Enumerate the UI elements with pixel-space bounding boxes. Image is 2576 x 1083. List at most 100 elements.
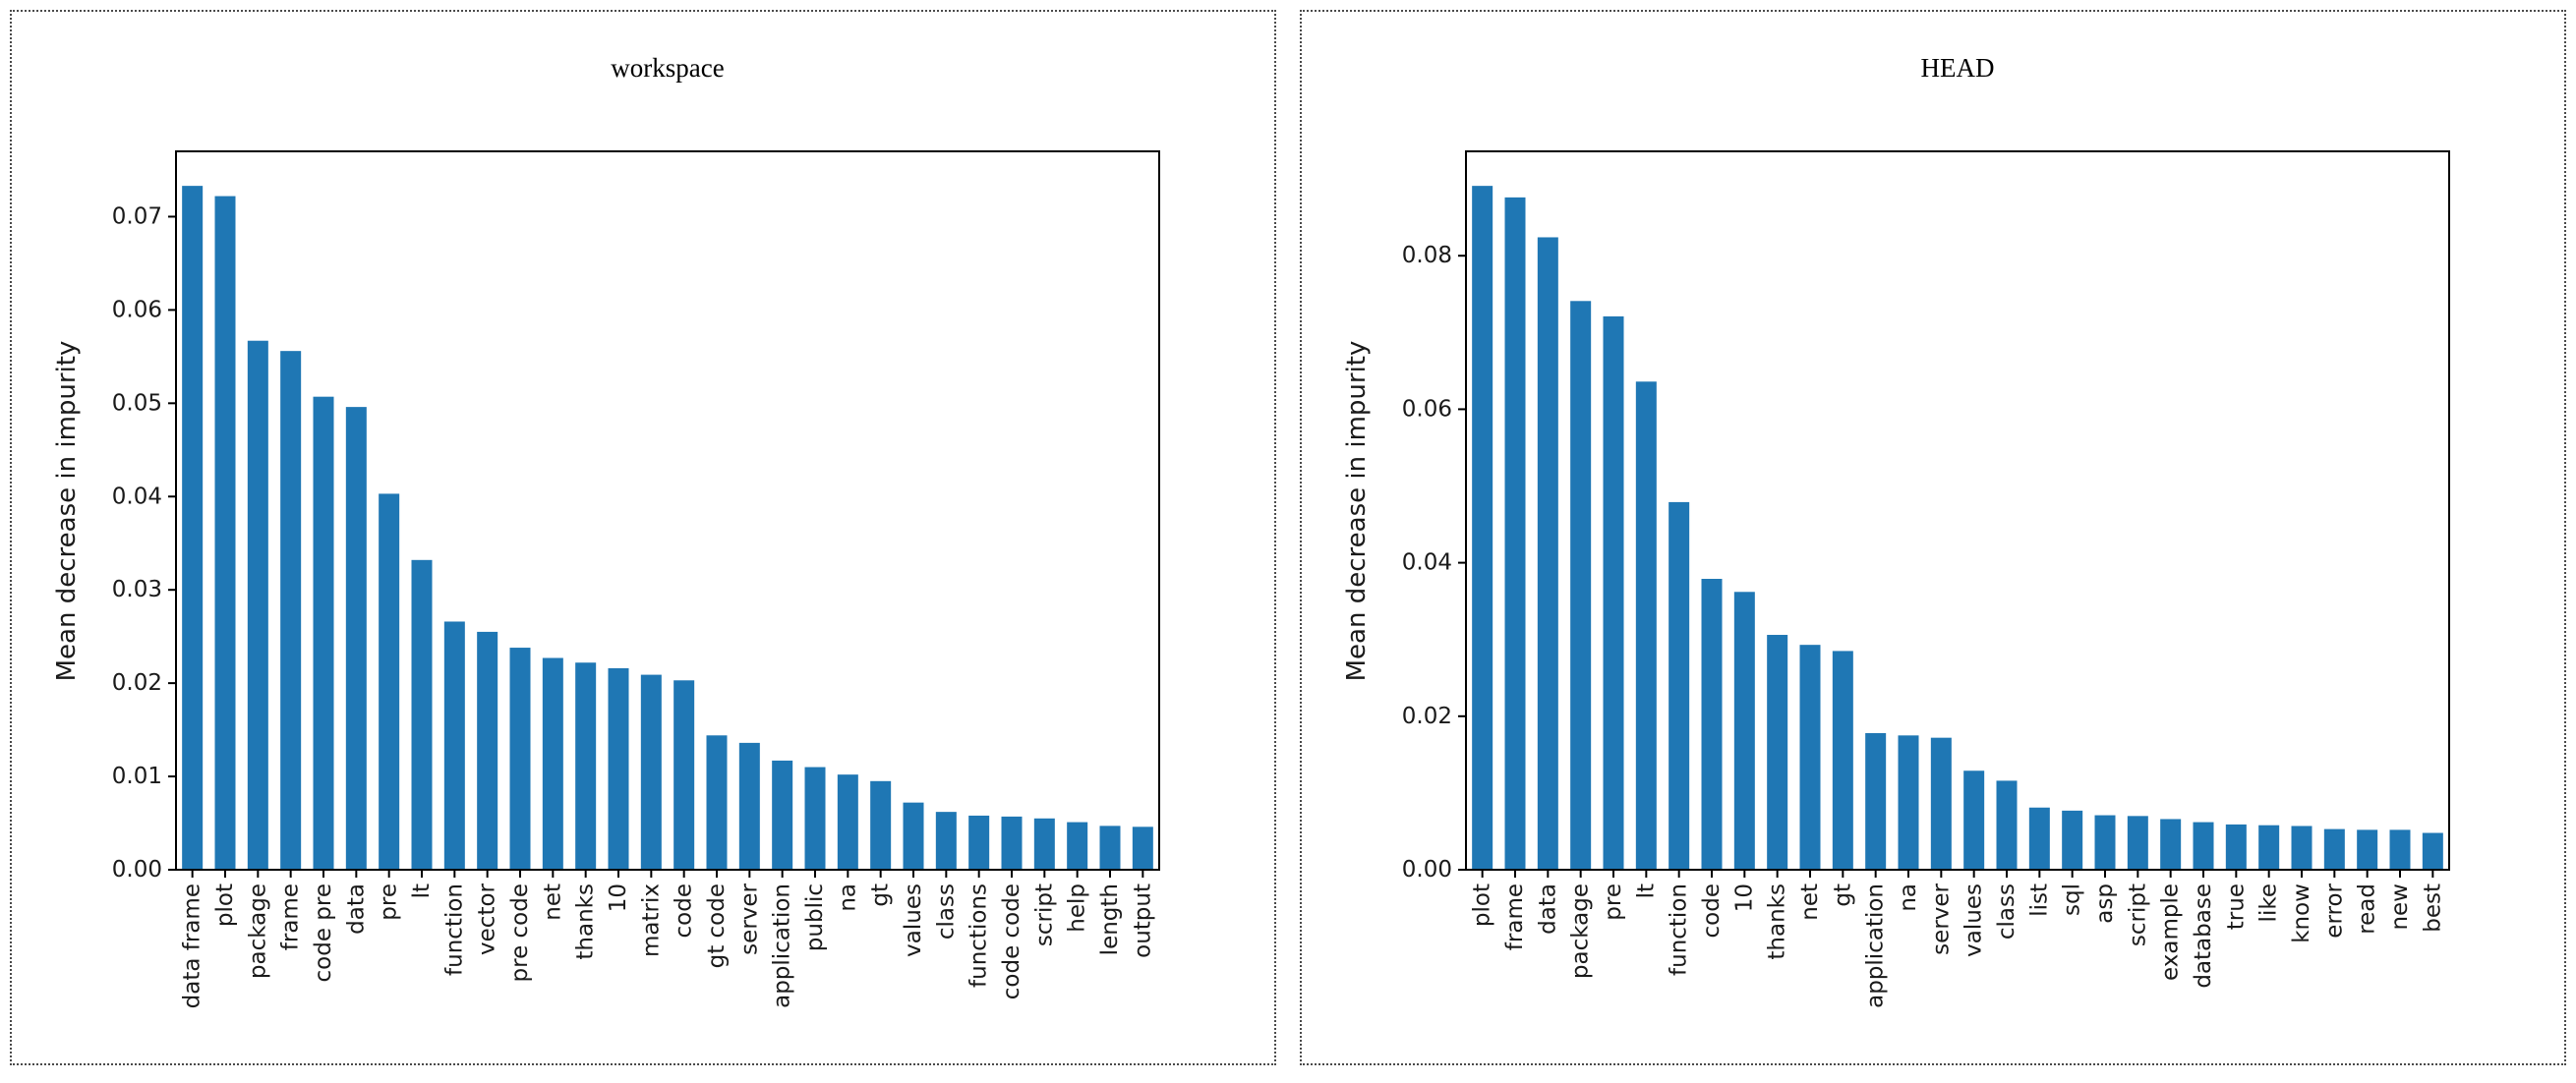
x-tick-label: thanks [1765,884,1790,960]
x-tick-label: server [736,883,762,954]
x-tick-label: code [1699,884,1725,938]
y-tick-label: 0.00 [112,857,162,883]
x-tick-label: 10 [1731,884,1757,912]
bar [1132,826,1153,870]
x-tick-label: best [2420,884,2445,933]
bar [313,396,334,870]
bar [870,780,892,870]
y-tick-label: 0.04 [112,484,162,509]
x-tick-label: error [2321,883,2347,938]
bar [2389,829,2411,870]
x-tick-label: class [1994,884,2020,940]
bar [1033,818,1055,870]
bar [280,351,302,871]
x-tick-label: net [1797,884,1823,921]
y-tick-label: 0.08 [1402,243,1452,268]
bar [1067,822,1088,870]
axes-spines [175,150,1160,871]
x-tick-label: lt [409,884,435,898]
x-tick-label: script [2125,884,2150,946]
y-tick-label: 0.03 [112,577,162,602]
bar [214,196,236,870]
y-tick-label: 0.04 [1402,550,1452,576]
x-tick-label: gt [868,884,894,907]
bar [968,815,990,870]
bar [2422,832,2443,870]
x-tick-label: pre code [507,884,533,982]
chart-panel-head: HEAD Mean decrease in impurity 0.00 0.02 0… [1300,10,2566,1065]
bar [1603,315,1624,870]
x-tick-label: database [2191,884,2216,989]
bar [804,767,826,870]
x-tick-label: list [2026,884,2052,917]
bar [1799,645,1821,870]
x-tick-label: example [2158,884,2184,981]
bar [345,407,367,870]
bar [1963,770,1985,870]
x-tick-label: read [2355,884,2380,935]
bar [1472,186,1493,870]
x-tick-label: function [441,884,467,976]
x-tick-label: data [343,884,369,935]
x-tick-label: true [2223,884,2249,930]
x-tick-label: vector [475,883,500,954]
bar [837,774,858,870]
plot-area: 0.00 0.01 0.02 0.03 0.04 0.05 0.06 0.07 data fra… [112,150,1160,1008]
x-tick-label: help [1065,884,1090,933]
bar [2193,822,2214,870]
x-tick-label: code code [999,884,1025,999]
bar [182,186,204,870]
y-tick-label: 0.00 [1402,857,1452,883]
x-tick-label: frame [1502,884,1528,950]
bar [2225,824,2247,870]
bar [706,735,728,870]
y-tick-label: 0.02 [112,670,162,696]
x-tick-label: package [245,884,270,979]
x-tick-label: know [2289,884,2314,943]
bar [1930,737,1952,870]
x-tick-label: like [2256,884,2282,922]
bar [640,674,662,870]
chart-title: workspace [611,53,724,83]
bar [1733,592,1755,870]
x-tick-label: na [1896,884,1921,912]
x-tick-label: matrix [638,884,664,957]
bar [1669,501,1690,870]
x-tick-label: gt [1830,884,1855,907]
x-tick-label: server [1928,883,1954,954]
x-tick-label: script [1031,884,1057,946]
x-tick-label: application [770,884,795,1008]
bar [1767,635,1788,870]
bar [1537,237,1558,870]
bar [1635,381,1657,870]
x-tick-label: values [1961,884,1987,957]
x-tick-label: data [1535,884,1560,935]
x-tick-label: plot [212,884,238,927]
plot-area: 0.00 0.02 0.04 0.06 0.08 plot frame data package… [1402,150,2450,1008]
y-tick-label: 0.02 [1402,704,1452,729]
chart-panel-workspace: workspace Mean decrease in impurity 0.00… [10,10,1276,1065]
x-tick-label: function [1667,884,1692,976]
bar [1504,197,1526,870]
x-tick-label: output [1130,884,1155,958]
bar [903,802,924,870]
bar [673,680,695,870]
x-tick-label: net [540,884,565,921]
y-tick-label: 0.06 [112,297,162,322]
bar [2127,816,2148,870]
bar [2094,815,2116,870]
bar [1865,732,1887,870]
x-tick-label: functions [966,884,992,988]
x-tick-label: plot [1470,884,1495,927]
bar [2357,829,2378,870]
x-tick-label: data frame [180,884,205,1008]
chart-title: HEAD [1921,53,1995,83]
bar [2028,807,2050,870]
bar [575,662,597,870]
workspace-bar-chart: workspace Mean decrease in impurity 0.00… [52,53,1160,1008]
bar [2062,810,2083,870]
x-tick-label: code [672,884,697,938]
bar [2323,828,2345,870]
x-tick-label: package [1568,884,1594,979]
